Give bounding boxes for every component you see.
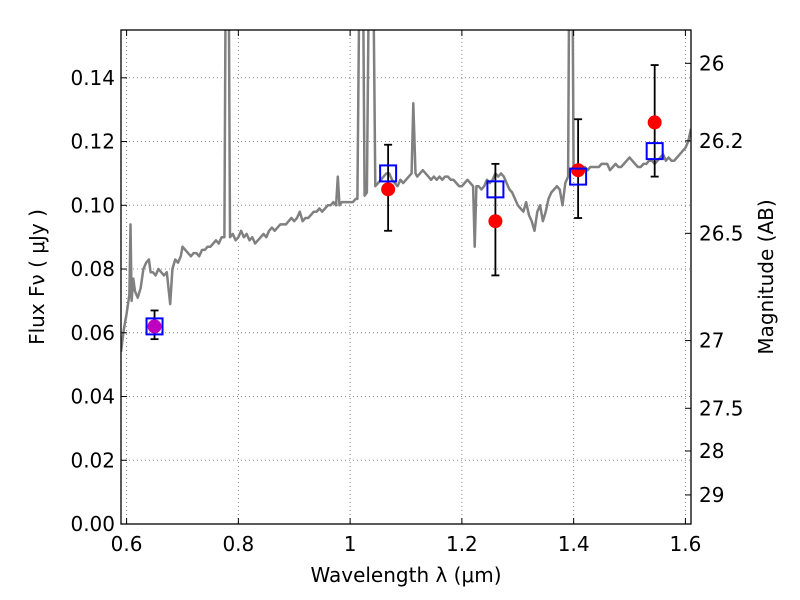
data-layer xyxy=(121,30,691,353)
y-tick-label: 0.12 xyxy=(70,130,115,154)
x-tick-label: 1.2 xyxy=(446,532,478,556)
observed-point xyxy=(381,182,396,197)
y-tick-label: 0.00 xyxy=(70,512,115,536)
model-photometry-marker xyxy=(145,317,164,336)
right-tick-label: 26.2 xyxy=(699,129,744,153)
y-tick-label: 0.04 xyxy=(70,385,115,409)
y-tick-label: 0.10 xyxy=(70,193,115,217)
right-tick-label: 29 xyxy=(699,483,724,507)
y-tick-label: 0.14 xyxy=(70,66,115,90)
grid xyxy=(121,30,691,524)
observed-point xyxy=(488,214,503,229)
x-tick-label: 1.6 xyxy=(670,532,702,556)
observed-point xyxy=(571,163,586,178)
y-axis-ticks: 0.00 0.02 0.04 0.06 0.08 0.10 0.12 0.14 xyxy=(70,66,127,536)
model-photometry-marker xyxy=(569,167,588,186)
right-tick-label: 28 xyxy=(699,439,724,463)
model-spectrum-line xyxy=(121,30,691,353)
x-axis-ticks: 0.6 0.8 1 1.2 1.4 1.6 xyxy=(111,30,702,556)
y-tick-label: 0.08 xyxy=(70,257,115,281)
model-photometry-marker xyxy=(645,142,664,161)
x-tick-label: 1.4 xyxy=(558,532,590,556)
model-photometry-marker xyxy=(486,180,505,199)
observed-point xyxy=(147,319,162,334)
x-axis-label: Wavelength λ (μm) xyxy=(310,563,501,587)
right-tick-label: 27 xyxy=(699,329,724,353)
right-axis-ticks: 26 26.2 26.5 27 27.5 28 29 xyxy=(685,51,744,507)
plot-frame xyxy=(121,30,691,524)
right-tick-label: 26.5 xyxy=(699,221,744,245)
y-tick-label: 0.02 xyxy=(70,448,115,472)
observed-point xyxy=(647,115,662,130)
y-axis-label: Flux Fν ( μJy ) xyxy=(25,209,49,345)
x-tick-label: 0.8 xyxy=(222,532,254,556)
right-tick-label: 27.5 xyxy=(699,396,744,420)
x-tick-label: 0.6 xyxy=(111,532,143,556)
plot-area: 0.6 0.8 1 1.2 1.4 1.6 0.00 0.02 0.04 0.06 0.08 0.1… xyxy=(70,29,744,556)
plot-border xyxy=(120,29,692,525)
model-photometry-marker xyxy=(379,164,398,183)
right-axis-label: Magnitude (AB) xyxy=(754,199,778,354)
y-tick-label: 0.06 xyxy=(70,321,115,345)
right-tick-label: 26 xyxy=(699,51,724,75)
x-tick-label: 1 xyxy=(344,532,357,556)
